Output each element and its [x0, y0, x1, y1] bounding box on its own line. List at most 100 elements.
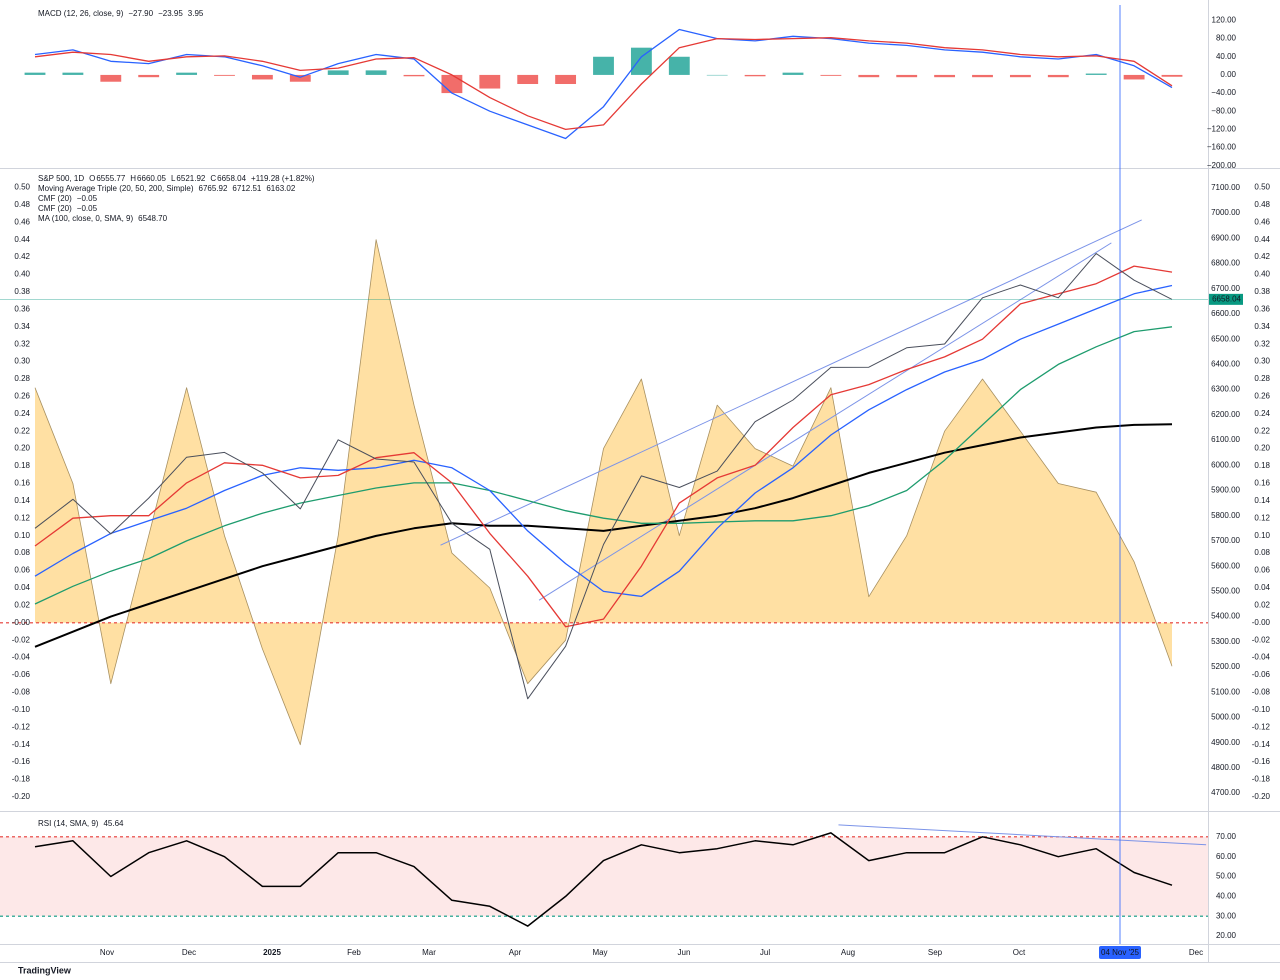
- y-tick-label: -0.00: [1252, 618, 1271, 627]
- y-tick-label: -0.18: [12, 775, 31, 784]
- y-tick-label: 0.22: [14, 426, 30, 435]
- histogram-bar: [1123, 74, 1145, 80]
- legend-item: S&P 500, 1D: [38, 174, 84, 183]
- histogram-bar: [1085, 73, 1107, 75]
- y-tick-label: -0.08: [1252, 688, 1271, 697]
- legend-item: −0.05: [77, 204, 98, 213]
- last-price-box: [1209, 293, 1243, 305]
- histogram-bar: [668, 56, 690, 75]
- y-tick-label: 0.44: [1254, 235, 1270, 244]
- y-tick-label: 0.12: [1254, 513, 1270, 522]
- y-tick-label: 30.00: [1216, 911, 1237, 920]
- y-tick-label: 0.10: [14, 531, 30, 540]
- legend-item: L: [171, 174, 176, 183]
- y-tick-label: 0.20: [14, 444, 30, 453]
- histogram-bar: [479, 74, 501, 89]
- y-tick-label: 0.00: [1220, 70, 1236, 79]
- histogram-bar: [403, 74, 425, 77]
- y-tick-label: 6000.00: [1211, 460, 1240, 469]
- y-tick-label: 5300.00: [1211, 637, 1240, 646]
- y-tick-label: -0.16: [1252, 757, 1271, 766]
- y-tick-label: 70.00: [1216, 832, 1237, 841]
- y-tick-label: 0.38: [1254, 287, 1270, 296]
- y-tick-label: 0.42: [1254, 252, 1270, 261]
- legend-item: CMF (20): [38, 204, 72, 213]
- histogram-bar: [896, 74, 918, 78]
- histogram-bar: [934, 74, 956, 78]
- histogram-bar: [517, 74, 539, 85]
- x-tick-label: Oct: [1013, 948, 1026, 957]
- y-tick-label: 6600.00: [1211, 309, 1240, 318]
- x-tick-label: May: [592, 948, 607, 957]
- y-tick-label: 0.08: [1254, 548, 1270, 557]
- histogram-bar: [138, 74, 160, 78]
- legend-item: −0.05: [77, 194, 98, 203]
- y-tick-label: 50.00: [1216, 872, 1237, 881]
- y-tick-label: 0.02: [1254, 600, 1270, 609]
- legend-item: −23.95: [158, 9, 183, 18]
- rsi-line: [34, 832, 1173, 927]
- price-line: [34, 326, 1173, 605]
- y-tick-label: -0.12: [1252, 722, 1271, 731]
- price-line: [34, 265, 1173, 628]
- y-tick-label: 20.00: [1216, 931, 1237, 940]
- y-tick-label: 0.28: [1254, 374, 1270, 383]
- y-tick-label: -0.06: [12, 670, 31, 679]
- y-tick-label: 0.16: [1254, 479, 1270, 488]
- x-tick-label: 2025: [263, 948, 281, 957]
- y-tick-label: 0.14: [1254, 496, 1270, 505]
- last-price-label: 6658.04: [1212, 294, 1241, 303]
- y-tick-label: 0.32: [14, 339, 30, 348]
- histogram-bar: [1009, 74, 1031, 78]
- y-tick-label: 0.18: [14, 461, 30, 470]
- trend-line: [538, 242, 1112, 601]
- y-tick-label: 7000.00: [1211, 208, 1240, 217]
- x-tick-label: Aug: [841, 948, 855, 957]
- histogram-bar: [214, 74, 235, 76]
- y-tick-label: 120.00: [1212, 16, 1237, 25]
- y-tick-label: 0.06: [14, 566, 30, 575]
- trend-line: [440, 219, 1142, 546]
- y-tick-label: 4900.00: [1211, 738, 1240, 747]
- y-tick-label: 0.50: [1254, 183, 1270, 192]
- y-tick-label: 0.28: [14, 374, 30, 383]
- legend-item: C: [210, 174, 216, 183]
- y-tick-label: 6800.00: [1211, 259, 1240, 268]
- y-tick-label: 0.08: [14, 548, 30, 557]
- x-tick-label: Apr: [509, 948, 522, 957]
- histogram-bar: [176, 72, 198, 75]
- legend-item: 3.95: [188, 9, 204, 18]
- y-tick-label: 0.02: [14, 600, 30, 609]
- y-tick-label: 7100.00: [1211, 183, 1240, 192]
- y-tick-label: 5700.00: [1211, 536, 1240, 545]
- y-tick-label: -0.02: [12, 635, 31, 644]
- histogram-bar: [441, 74, 463, 94]
- y-tick-label: 0.30: [14, 357, 30, 366]
- y-tick-label: 6400.00: [1211, 360, 1240, 369]
- legend-item: 6765.92: [199, 184, 228, 193]
- y-tick-label: -0.18: [1252, 775, 1271, 784]
- legend-item: CMF (20): [38, 194, 72, 203]
- y-tick-label: 0.26: [14, 392, 30, 401]
- y-tick-label: 0.06: [1254, 566, 1270, 575]
- y-tick-label: 40.00: [1216, 891, 1237, 900]
- y-tick-label: −200.00: [1207, 161, 1237, 170]
- y-tick-label: 5600.00: [1211, 561, 1240, 570]
- y-tick-label: −80.00: [1211, 106, 1236, 115]
- y-tick-label: -0.14: [1252, 740, 1271, 749]
- histogram-bar: [555, 74, 577, 85]
- y-tick-label: 0.44: [14, 235, 30, 244]
- legend-item: 6660.05: [137, 174, 166, 183]
- legend-item: +119.28 (+1.82%): [251, 174, 315, 183]
- x-tick-label: Dec: [1189, 948, 1203, 957]
- y-tick-label: 6100.00: [1211, 435, 1240, 444]
- histogram-bar: [62, 72, 84, 75]
- legend-item: 6163.02: [266, 184, 295, 193]
- x-tick-label: Mar: [422, 948, 436, 957]
- y-tick-label: -0.20: [1252, 792, 1271, 801]
- legend-item: Moving Average Triple (20, 50, 200, Simp…: [38, 184, 194, 193]
- y-tick-label: 0.24: [14, 409, 30, 418]
- histogram-bar: [593, 56, 614, 75]
- price-line: [34, 423, 1173, 648]
